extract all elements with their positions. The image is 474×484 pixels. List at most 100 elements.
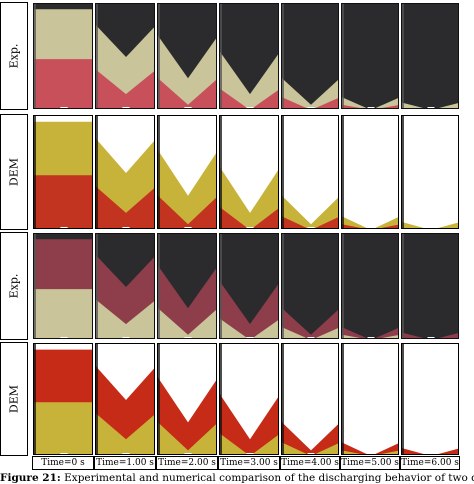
panel-background	[342, 234, 398, 338]
snapshot-svg	[96, 234, 154, 338]
snapshot-panel-r1-t3	[219, 3, 279, 109]
upper-granular-layer	[342, 442, 398, 454]
snapshot-svg	[402, 116, 458, 228]
panel-background	[402, 234, 458, 338]
snapshot-svg	[342, 116, 398, 228]
time-label-2: Time=2.00 s	[156, 456, 218, 470]
snapshot-svg	[342, 234, 398, 338]
caption-label: Figure 21:	[0, 472, 61, 484]
lower-granular-layer	[342, 224, 398, 228]
panel-background	[402, 4, 458, 108]
silo-outlet	[60, 453, 68, 454]
snapshot-svg	[282, 344, 338, 454]
snapshot-panel-r4-t2	[157, 343, 217, 455]
snapshot-panel-r3-t6	[401, 233, 459, 339]
snapshot-panel-r4-t0	[33, 343, 93, 455]
snapshot-svg	[34, 344, 92, 454]
lower-granular-layer	[158, 308, 216, 338]
snapshot-svg	[282, 234, 338, 338]
row-label-dem-1: DEM	[0, 114, 28, 230]
snapshot-panel-r1-t4	[281, 3, 339, 109]
lower-granular-layer	[220, 88, 278, 108]
upper-granular-layer	[220, 281, 278, 338]
silo-outlet	[427, 107, 435, 108]
snapshot-panel-r3-t4	[281, 233, 339, 339]
row-label-exp-1: Exp.	[0, 2, 28, 110]
snapshot-panel-r4-t1	[95, 343, 155, 455]
time-label-5: Time=5.00 s	[340, 456, 400, 470]
upper-granular-layer	[402, 448, 458, 454]
upper-granular-layer	[342, 216, 398, 228]
lower-granular-layer	[34, 59, 92, 108]
time-label-6: Time=6.00 s	[400, 456, 460, 470]
row-label-text: Exp.	[7, 43, 21, 69]
snapshot-panel-r2-t5	[341, 115, 399, 229]
time-label-0: Time=0 s	[32, 456, 94, 470]
panel-background	[402, 344, 458, 454]
upper-granular-layer	[402, 102, 458, 108]
lower-granular-layer	[158, 422, 216, 454]
lower-granular-layer	[342, 104, 398, 108]
lower-granular-layer	[96, 69, 154, 108]
snapshot-svg	[220, 4, 278, 108]
silo-outlet	[246, 453, 254, 454]
silo-outlet	[427, 337, 435, 338]
lower-granular-layer	[402, 107, 404, 108]
snapshot-panel-r3-t2	[157, 233, 217, 339]
silo-outlet	[60, 227, 68, 228]
snapshot-svg	[402, 4, 458, 108]
lower-granular-layer	[402, 337, 404, 338]
silo-outlet	[184, 227, 192, 228]
snapshot-svg	[34, 116, 92, 228]
panel-background	[342, 4, 398, 108]
lower-granular-layer	[34, 289, 92, 338]
upper-granular-layer	[342, 97, 398, 108]
figure-caption: Figure 21: Experimental and numerical co…	[0, 472, 474, 484]
panel-background	[342, 344, 398, 454]
snapshot-panel-r1-t0	[33, 3, 93, 109]
silo-outlet	[184, 107, 192, 108]
panel-background	[402, 116, 458, 228]
upper-granular-layer	[158, 150, 216, 228]
upper-granular-layer	[342, 327, 398, 338]
lower-granular-layer	[342, 450, 398, 454]
snapshot-svg	[158, 234, 216, 338]
silo-outlet	[60, 337, 68, 338]
row-label-dem-2: DEM	[0, 342, 28, 456]
snapshot-svg	[282, 116, 338, 228]
lower-granular-layer	[34, 175, 92, 228]
silo-outlet	[246, 227, 254, 228]
lower-granular-layer	[34, 402, 92, 454]
snapshot-panel-r2-t1	[95, 115, 155, 229]
snapshot-panel-r2-t0	[33, 115, 93, 229]
snapshot-svg	[158, 4, 216, 108]
silo-outlet	[367, 453, 375, 454]
snapshot-panel-r1-t6	[401, 3, 459, 109]
lower-granular-layer	[220, 207, 278, 228]
row-label-exp-2: Exp.	[0, 232, 28, 340]
snapshot-panel-r2-t4	[281, 115, 339, 229]
upper-granular-layer	[282, 308, 338, 338]
upper-granular-layer	[282, 78, 338, 108]
time-label-3: Time=3.00 s	[218, 456, 280, 470]
upper-granular-layer	[402, 332, 458, 338]
upper-granular-layer	[282, 195, 338, 228]
snapshot-panel-r1-t1	[95, 3, 155, 109]
snapshot-panel-r2-t6	[401, 115, 459, 229]
lower-granular-layer	[220, 433, 278, 454]
lower-granular-layer	[282, 327, 338, 338]
silo-outlet	[307, 227, 315, 228]
row-label-text: DEM	[7, 384, 21, 414]
upper-granular-layer	[158, 35, 216, 108]
snapshot-svg	[96, 116, 154, 228]
snapshot-svg	[34, 234, 92, 338]
row-label-text: Exp.	[7, 273, 21, 299]
snapshot-panel-r1-t5	[341, 3, 399, 109]
snapshot-svg	[96, 344, 154, 454]
snapshot-panel-r3-t0	[33, 233, 93, 339]
caption-text: Experimental and numerical comparison of…	[64, 472, 474, 484]
snapshot-svg	[220, 234, 278, 338]
silo-outlet	[307, 337, 315, 338]
silo-outlet	[307, 453, 315, 454]
snapshot-panel-r4-t3	[219, 343, 279, 455]
